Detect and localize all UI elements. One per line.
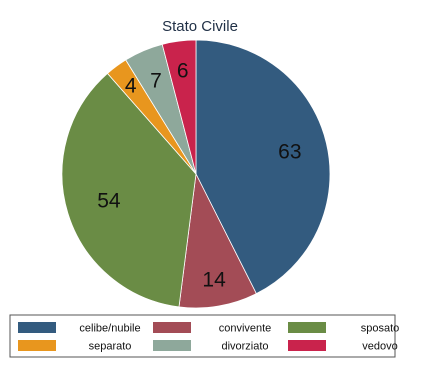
legend-key-celibe-nubile: [18, 322, 56, 333]
legend-key-vedovo: [288, 340, 326, 351]
legend-label-celibe-nubile: celibe/nubile: [79, 323, 140, 335]
pie-slice-vedovo: [161, 39, 197, 175]
pie-slices: [61, 39, 331, 309]
value-label-convivente: 14: [202, 269, 226, 292]
pie-slice-celibe-nubile: [195, 39, 331, 295]
value-label-divorziato: 7: [150, 69, 162, 92]
legend-key-separato: [18, 340, 56, 351]
chart-frame: Stato Civile 63 14 54 4 7 6 celibe/nubile conv…: [8, 4, 416, 360]
pie-value-labels: 63 14 54 4 7 6: [97, 59, 301, 291]
value-label-celibe-nubile: 63: [278, 141, 301, 164]
legend: celibe/nubile convivente sposato separato di…: [18, 322, 399, 353]
value-label-separato: 4: [125, 75, 137, 98]
pie-chart: Stato Civile 63 14 54 4 7 6 celibe/nubile conv…: [9, 18, 399, 358]
pie-slice-sposato: [61, 72, 197, 308]
chart-title: Stato Civile: [162, 18, 238, 35]
legend-key-sposato: [288, 322, 326, 333]
legend-label-sposato: sposato: [361, 323, 400, 335]
legend-label-divorziato: divorziato: [221, 341, 268, 353]
legend-label-vedovo: vedovo: [362, 341, 397, 353]
value-label-sposato: 54: [97, 190, 121, 213]
legend-label-convivente: convivente: [219, 323, 272, 335]
legend-box: [9, 314, 396, 358]
pie-slice-convivente: [178, 172, 257, 309]
value-label-vedovo: 6: [177, 59, 189, 82]
legend-key-divorziato: [153, 340, 191, 351]
legend-label-separato: separato: [89, 341, 132, 353]
legend-key-convivente: [153, 322, 191, 333]
